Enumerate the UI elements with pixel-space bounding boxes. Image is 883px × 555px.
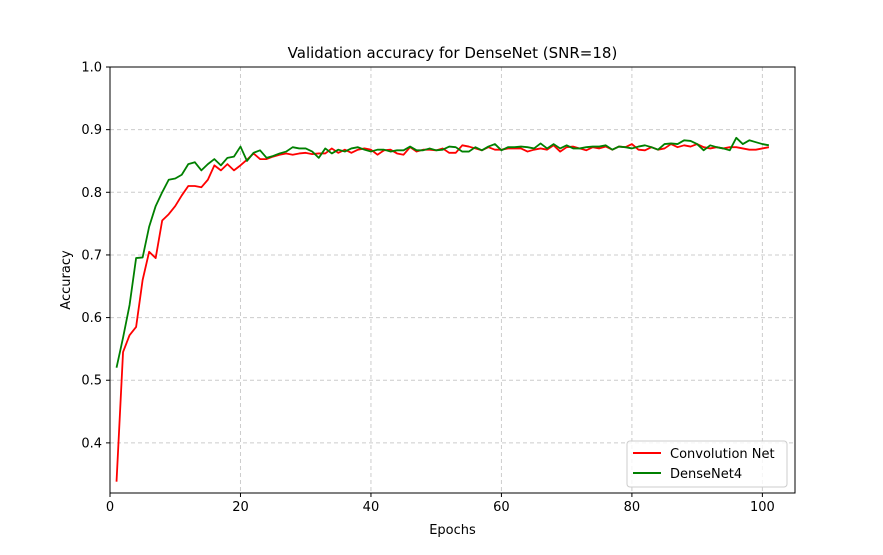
x-tick-label: 80: [624, 500, 641, 515]
y-tick-label: 0.7: [81, 248, 102, 263]
y-tick-label: 1.0: [81, 61, 102, 76]
y-tick-label: 0.4: [81, 436, 102, 451]
x-tick-label: 60: [493, 500, 510, 515]
legend-label-densenet4: DenseNet4: [670, 467, 742, 482]
series-line-densenet4: [115, 136, 770, 368]
y-tick-label: 0.9: [81, 123, 102, 138]
x-tick-label: 20: [232, 500, 249, 515]
x-tick-label: 100: [750, 500, 775, 515]
chart-title: Validation accuracy for DenseNet (SNR=18…: [288, 44, 618, 62]
x-axis-ticks: 0 20 40 60 80 100: [106, 493, 775, 515]
y-axis-ticks: 0.4 0.5 0.6 0.7 0.8 0.9 1.0: [81, 61, 110, 451]
y-axis-label: Accuracy: [59, 250, 74, 310]
series-line-convolution-net: [115, 143, 770, 482]
x-tick-label: 0: [106, 500, 114, 515]
y-tick-label: 0.5: [81, 374, 102, 389]
legend-box: [626, 440, 788, 488]
y-tick-label: 0.6: [81, 311, 102, 326]
plot-frame: [109, 66, 796, 494]
y-tick-label: 0.8: [81, 186, 102, 201]
legend-label-convolution-net: Convolution Net: [670, 447, 775, 462]
series-lines: [115, 136, 770, 482]
legend: Convolution Net DenseNet4: [626, 440, 788, 488]
x-tick-label: 40: [363, 500, 380, 515]
x-axis-label: Epochs: [429, 523, 476, 538]
